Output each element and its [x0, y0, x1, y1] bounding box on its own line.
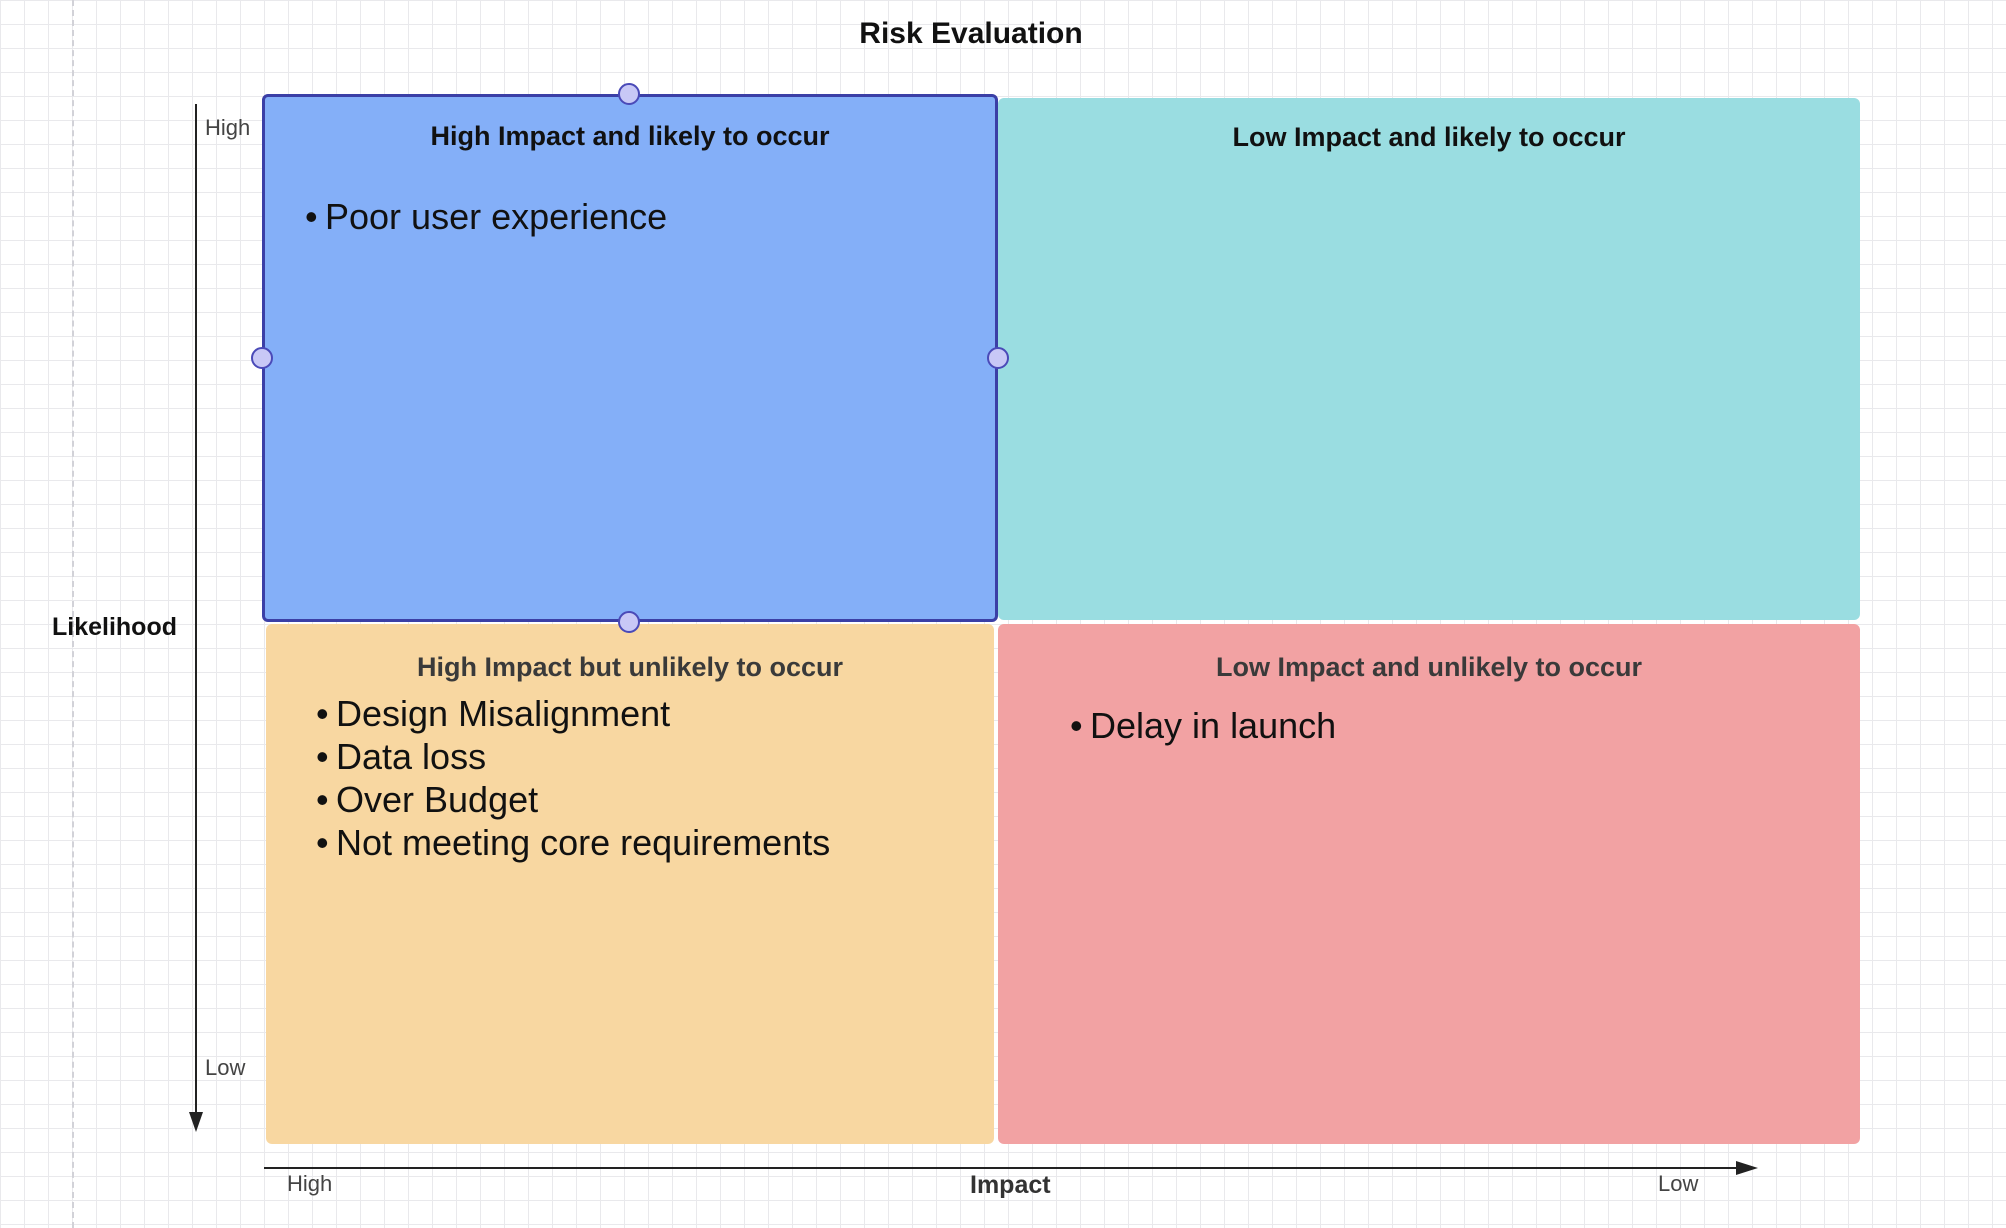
quadrant-low-impact-likely[interactable]: Low Impact and likely to occur — [998, 98, 1860, 620]
quadrant-title: Low Impact and likely to occur — [1232, 122, 1626, 152]
page-boundary-line — [72, 0, 74, 1228]
resize-handle-left[interactable] — [251, 347, 273, 369]
risk-item[interactable]: Not meeting core requirements — [316, 821, 830, 864]
risk-list: Design MisalignmentData lossOver BudgetN… — [316, 692, 830, 864]
y-axis-title[interactable]: Likelihood — [52, 613, 177, 641]
risk-item[interactable]: Poor user experience — [305, 195, 667, 238]
y-axis-arrowhead — [189, 1112, 203, 1132]
y-axis-high-label[interactable]: High — [205, 115, 251, 140]
quadrant-title: High Impact and likely to occur — [430, 121, 830, 151]
resize-handle-top[interactable] — [618, 83, 640, 105]
risk-item[interactable]: Delay in launch — [1070, 704, 1336, 747]
x-axis-arrowhead — [1736, 1161, 1758, 1175]
risk-list: Delay in launch — [1070, 704, 1336, 747]
risk-item[interactable]: Design Misalignment — [316, 692, 830, 735]
quadrant-title: High Impact but unlikely to occur — [416, 652, 844, 682]
y-axis-low-label[interactable]: Low — [205, 1055, 246, 1080]
risk-list: Poor user experience — [305, 195, 667, 238]
quadrant-title: Low Impact and unlikely to occur — [1215, 652, 1643, 682]
quadrant-low-impact-unlikely[interactable]: Low Impact and unlikely to occur Delay i… — [998, 624, 1860, 1144]
risk-item[interactable]: Data loss — [316, 735, 830, 778]
resize-handle-right[interactable] — [987, 347, 1009, 369]
x-axis-low-label[interactable]: Low — [1658, 1171, 1699, 1196]
x-axis-high-label[interactable]: High — [287, 1171, 333, 1196]
risk-item[interactable]: Over Budget — [316, 778, 830, 821]
quadrant-high-impact-likely[interactable]: High Impact and likely to occur Poor use… — [262, 94, 998, 622]
resize-handle-bottom[interactable] — [618, 611, 640, 633]
x-axis-title[interactable]: Impact — [970, 1171, 1051, 1199]
diagram-title[interactable]: Risk Evaluation — [859, 17, 1083, 50]
quadrant-high-impact-unlikely[interactable]: High Impact but unlikely to occur Design… — [266, 624, 994, 1144]
